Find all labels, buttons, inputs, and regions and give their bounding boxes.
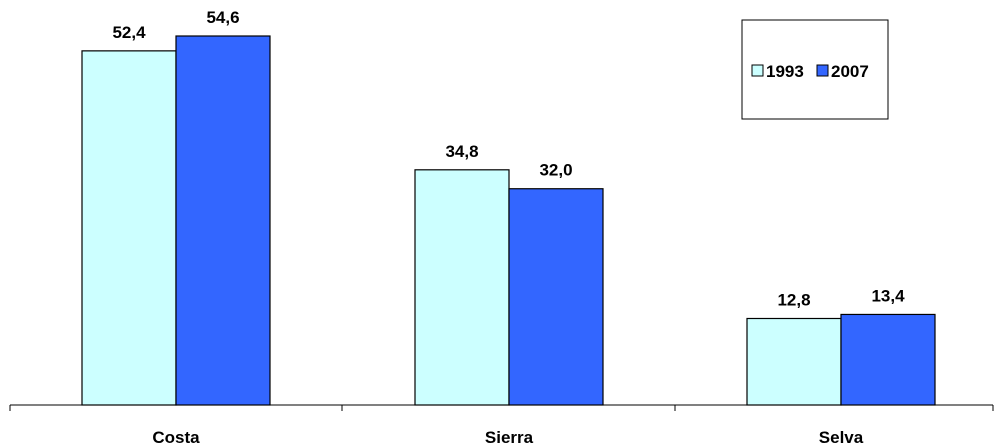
value-label-costa-2007: 54,6 <box>206 8 239 27</box>
value-label-selva-1993: 12,8 <box>777 290 810 309</box>
bar-sierra-2007 <box>508 188 604 406</box>
bar-selva-2007 <box>840 313 936 406</box>
bar-sierra-1993 <box>414 169 510 406</box>
legend-label-1993: 1993 <box>766 62 804 81</box>
value-labels-layer: 52,4 54,6 34,8 32,0 12,8 13,4 <box>112 8 905 309</box>
legend-box <box>741 19 889 120</box>
legend-swatch-2007 <box>816 64 829 77</box>
bar-costa-1993 <box>81 50 177 406</box>
category-label-sierra: Sierra <box>485 428 534 446</box>
bar-selva-1993 <box>746 317 842 406</box>
category-label-selva: Selva <box>819 428 864 446</box>
value-label-costa-1993: 52,4 <box>112 23 146 42</box>
x-axis <box>9 404 994 411</box>
category-label-costa: Costa <box>152 428 200 446</box>
value-label-selva-2007: 13,4 <box>871 286 905 305</box>
legend-label-2007: 2007 <box>831 62 869 81</box>
bar-costa-2007 <box>175 35 271 406</box>
value-label-sierra-2007: 32,0 <box>539 161 572 180</box>
category-labels-layer: Costa Sierra Selva <box>152 428 863 446</box>
value-label-sierra-1993: 34,8 <box>445 142 478 161</box>
legend: 1993 2007 <box>741 19 889 120</box>
bars-layer <box>81 35 936 406</box>
legend-swatch-1993 <box>751 64 764 77</box>
